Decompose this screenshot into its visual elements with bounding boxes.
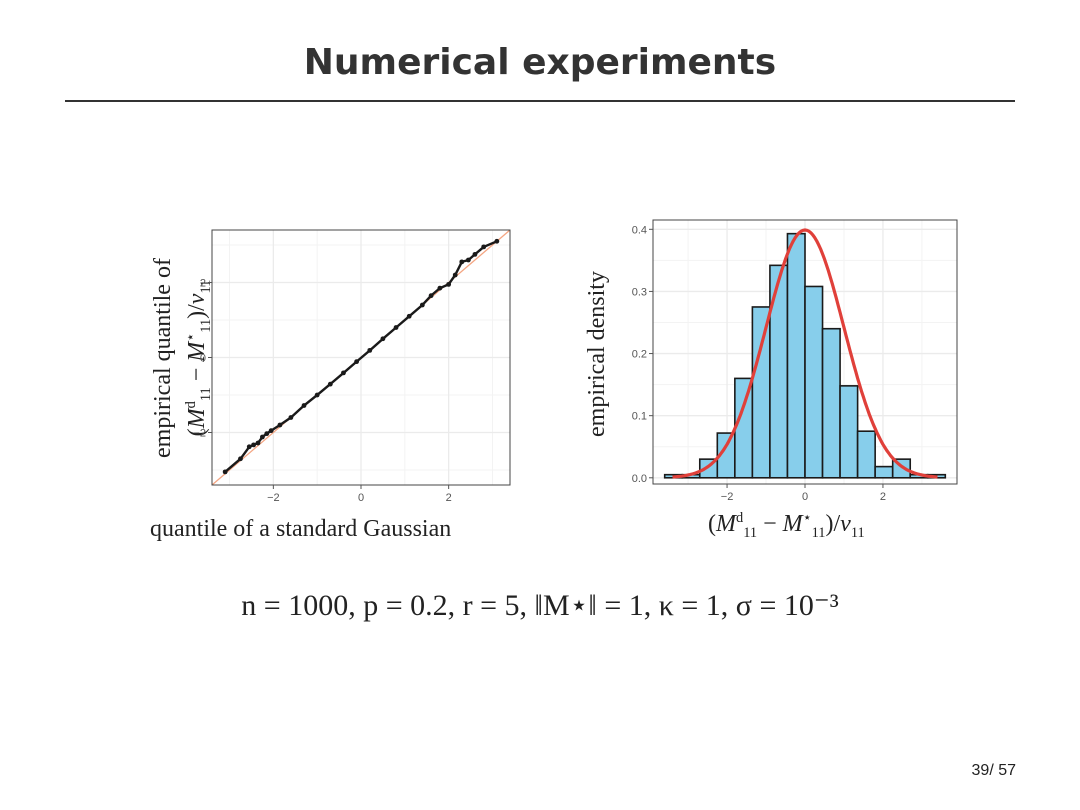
- qq-point: [452, 272, 458, 278]
- hist-y-tick-label: 0.1: [632, 411, 647, 423]
- qq-point: [246, 444, 252, 450]
- qq-x-tick-label: −2: [267, 492, 280, 504]
- qq-point: [406, 313, 412, 319]
- qq-point: [437, 285, 443, 291]
- histogram-bar: [856, 430, 876, 479]
- qq-point: [301, 403, 307, 408]
- qq-point: [481, 244, 487, 250]
- qq-point: [251, 442, 257, 448]
- qq-point: [255, 440, 261, 446]
- histogram-bar: [804, 285, 824, 479]
- qq-point: [238, 456, 243, 462]
- qq-plot: −2 0 2 −2 0 2: [193, 229, 511, 504]
- slide-title: Numerical experiments: [303, 42, 777, 83]
- qq-point: [288, 415, 294, 420]
- experiment-parameters: n = 1000, p = 0.2, r = 5, ‖M⋆‖ = 1, κ = …: [241, 589, 839, 622]
- qq-ylabel: empirical quantile of (Md11 − M⋆11)/v11: [149, 203, 214, 513]
- hist-y-tick-label: 0.3: [632, 286, 647, 298]
- qq-x-tick-label: 2: [446, 492, 452, 504]
- histogram-bar: [786, 232, 806, 479]
- qq-point: [277, 422, 283, 428]
- title-rule: [65, 100, 1015, 102]
- hist-y-tick-label: 0.2: [632, 349, 647, 361]
- histogram-bar: [874, 465, 894, 479]
- qq-point: [327, 381, 333, 387]
- hist-y-tick-label: 0.0: [632, 473, 647, 485]
- histogram-bar: [839, 385, 859, 479]
- histogram-plot: −2 0 2 0.0 0.1 0.2 0.3 0.4: [632, 219, 958, 503]
- qq-point: [268, 428, 274, 434]
- histogram-bar: [734, 377, 754, 479]
- normal-density-curve: [672, 228, 938, 479]
- qq-xlabel: quantile of a standard Gaussian: [150, 516, 452, 542]
- qq-point: [494, 238, 500, 244]
- qq-y-tick-label: 2: [200, 278, 206, 290]
- qq-point: [393, 325, 399, 330]
- qq-point: [419, 302, 425, 308]
- qq-point: [472, 251, 478, 257]
- hist-ylabel: empirical density: [584, 271, 610, 437]
- hist-y-tick-label: 0.4: [632, 224, 647, 236]
- qq-ylabel-line1: empirical quantile of: [150, 258, 176, 458]
- qq-y-tick-label: −2: [193, 428, 206, 440]
- qq-point: [428, 293, 434, 299]
- qq-point: [465, 257, 471, 263]
- qq-point: [222, 469, 228, 475]
- qq-point: [341, 370, 346, 376]
- qq-point: [264, 431, 270, 437]
- qq-point: [380, 336, 386, 342]
- hist-xlabel: (Md11 − M⋆11)/v11: [708, 510, 865, 541]
- hist-x-tick-label: 2: [880, 491, 886, 503]
- qq-point: [446, 281, 452, 287]
- qq-point: [259, 434, 265, 440]
- histogram-bar: [821, 327, 841, 479]
- qq-point: [367, 347, 373, 353]
- qq-x-tick-label: 0: [358, 492, 364, 504]
- hist-x-tick-label: 0: [802, 491, 808, 503]
- hist-x-tick-label: −2: [721, 491, 734, 503]
- qq-point: [314, 392, 320, 398]
- qq-y-tick-label: 0: [200, 353, 206, 365]
- qq-point: [354, 359, 360, 365]
- qq-point: [459, 259, 465, 265]
- page-number: 39/ 57: [971, 762, 1016, 779]
- histogram-bar: [751, 306, 771, 479]
